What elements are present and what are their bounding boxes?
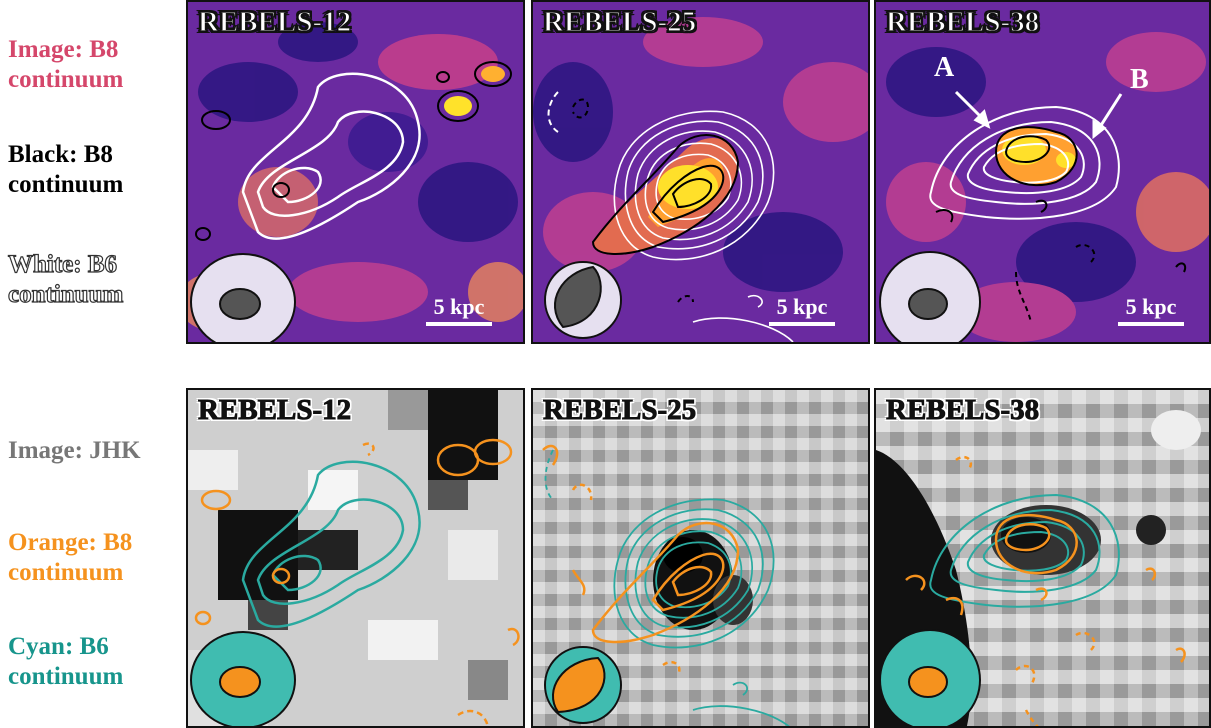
scale-bar: 5 kpc: [1118, 294, 1184, 326]
marker-b-label: B: [1130, 64, 1149, 95]
b8-continuum-image-rebels-25: [533, 2, 868, 342]
b8-continuum-image-rebels-38: [876, 2, 1209, 342]
marker-a-label: A: [934, 52, 955, 83]
jhk-image-rebels-12: [188, 390, 523, 726]
top-panel-rebels-12: REBELS-12 5 kpc: [186, 0, 525, 344]
legend-white-b6-label: White: B6 continuum: [7, 250, 124, 308]
scale-bar: 5 kpc: [769, 294, 835, 326]
scale-bar-line: [426, 322, 492, 326]
bottom-panel-rebels-25: REBELS-25: [531, 388, 870, 728]
panel-title: REBELS-25: [542, 394, 697, 427]
scale-bar-label: 5 kpc: [776, 294, 828, 319]
legend-image-jhk-label: Image: JHK: [8, 437, 141, 464]
legend-black-b8-label: Black: B8 continuum: [8, 141, 124, 198]
scale-bar-line: [1118, 322, 1184, 326]
panel-title: REBELS-38: [885, 394, 1040, 427]
panel-title: REBELS-25: [542, 5, 697, 38]
panel-title: REBELS-38: [885, 5, 1040, 38]
legend-image-b8-label: Image: B8 continuum: [8, 36, 124, 93]
bottom-panel-rebels-12: REBELS-12: [186, 388, 525, 728]
b8-continuum-image-rebels-12: [188, 2, 523, 342]
jhk-image-rebels-38: [876, 390, 1209, 726]
scale-bar: 5 kpc: [426, 294, 492, 326]
top-panel-rebels-25: REBELS-25 5 kpc: [531, 0, 870, 344]
legend-cyan-b6-label: Cyan: B6 continuum: [8, 633, 124, 690]
panel-title: REBELS-12: [197, 394, 352, 427]
bottom-panel-rebels-38: REBELS-38: [874, 388, 1211, 728]
panel-title: REBELS-12: [197, 5, 352, 38]
scale-bar-label: 5 kpc: [433, 294, 485, 319]
legend-orange-b8-label: Orange: B8 continuum: [8, 529, 133, 586]
top-panel-rebels-38: REBELS-38 A B 5 kpc: [874, 0, 1211, 344]
scale-bar-line: [769, 322, 835, 326]
jhk-image-rebels-25: [533, 390, 868, 726]
scale-bar-label: 5 kpc: [1125, 294, 1177, 319]
